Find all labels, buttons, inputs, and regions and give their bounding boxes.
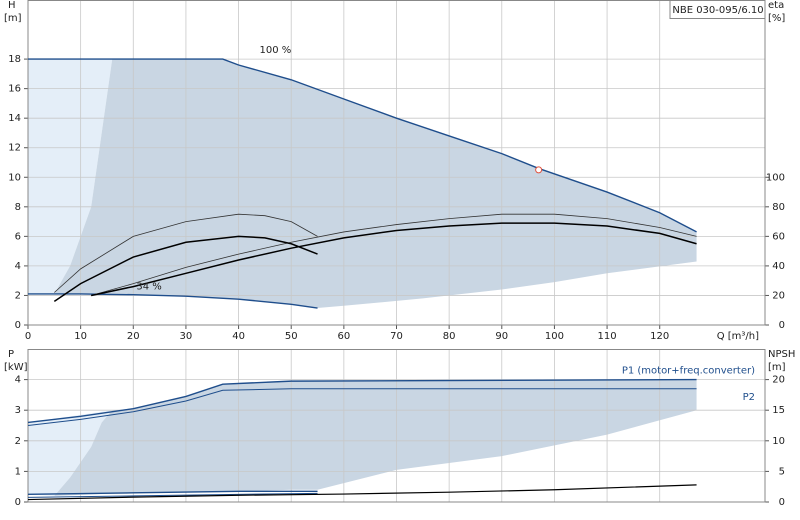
y-tick-label: 10 <box>8 172 21 183</box>
y-tick-label: 2 <box>15 436 21 447</box>
y-tick-label: 0 <box>15 320 21 331</box>
series-line <box>27 490 318 496</box>
x-tick-label: 110 <box>598 331 617 342</box>
x-axis-label: Q [m³/h] <box>717 331 759 342</box>
y2-axis-label: [m] <box>768 362 786 373</box>
series-line <box>28 293 318 309</box>
x-tick-label: 70 <box>390 331 403 342</box>
y-tick-label: 16 <box>8 84 21 95</box>
x-tick-label: 100 <box>545 331 564 342</box>
y-tick-label: 8 <box>15 202 21 213</box>
x-tick-label: 40 <box>232 331 245 342</box>
plot-frame <box>27 349 766 503</box>
annotation: 100 % <box>260 45 292 56</box>
y-axis-label: P <box>8 349 14 360</box>
y-tick-label: 2 <box>15 290 21 301</box>
x-tick-label: 90 <box>495 331 508 342</box>
x-tick-label: 60 <box>337 331 350 342</box>
y2-axis-label: eta <box>768 0 784 11</box>
x-tick-label: 80 <box>443 331 456 342</box>
operating-region <box>54 379 697 496</box>
series-line <box>27 388 697 426</box>
annotation: 34 % <box>136 282 161 293</box>
chart-title: NBE 030-095/6.10 <box>672 5 763 16</box>
y2-axis-label: NPSH <box>768 349 795 360</box>
series-line <box>53 235 318 302</box>
series-line <box>91 213 697 296</box>
y-tick-label: 3 <box>15 405 21 416</box>
y2-tick-label: 0 <box>779 320 785 331</box>
y-tick-label: 14 <box>8 113 21 124</box>
y2-axis-label: [%] <box>768 13 785 24</box>
x-tick-label: 20 <box>127 331 140 342</box>
y2-tick-label: 40 <box>772 261 785 272</box>
y2-tick-label: 20 <box>772 375 785 386</box>
y-axis-label: [m] <box>4 13 22 24</box>
y2-tick-label: 15 <box>772 405 785 416</box>
y2-tick-label: 5 <box>779 466 785 477</box>
y-tick-label: 18 <box>8 54 21 65</box>
y2-tick-label: 100 <box>766 172 785 183</box>
x-tick-label: 30 <box>180 331 193 342</box>
duty-point <box>535 166 543 174</box>
y-tick-label: 6 <box>15 231 21 242</box>
series-line <box>27 492 318 498</box>
y2-tick-label: 20 <box>772 290 785 301</box>
series-label: P2 <box>743 392 755 403</box>
operating-region <box>54 59 697 309</box>
series-label: P1 (motor+freq.converter) <box>622 366 755 377</box>
plot-frame <box>27 0 766 326</box>
y-tick-label: 4 <box>15 375 21 386</box>
y-tick-label: 12 <box>8 143 21 154</box>
y-tick-label: 0 <box>15 497 21 508</box>
y2-tick-label: 80 <box>772 202 785 213</box>
operating-region <box>28 410 113 496</box>
y2-tick-label: 10 <box>772 436 785 447</box>
x-tick-label: 0 <box>25 331 31 342</box>
y2-tick-label: 0 <box>779 497 785 508</box>
series-line <box>91 222 697 297</box>
y-tick-label: 1 <box>15 466 21 477</box>
x-tick-label: 120 <box>650 331 669 342</box>
series-line <box>27 484 697 501</box>
y-axis-label: [kW] <box>4 362 28 373</box>
series-line <box>28 58 697 233</box>
series-line <box>54 213 318 293</box>
y2-tick-label: 60 <box>772 231 785 242</box>
x-tick-label: 10 <box>74 331 87 342</box>
title-box <box>669 0 766 19</box>
y-axis-label: H <box>8 0 16 11</box>
y-tick-label: 4 <box>15 261 21 272</box>
series-line <box>27 378 697 424</box>
x-tick-label: 50 <box>285 331 298 342</box>
